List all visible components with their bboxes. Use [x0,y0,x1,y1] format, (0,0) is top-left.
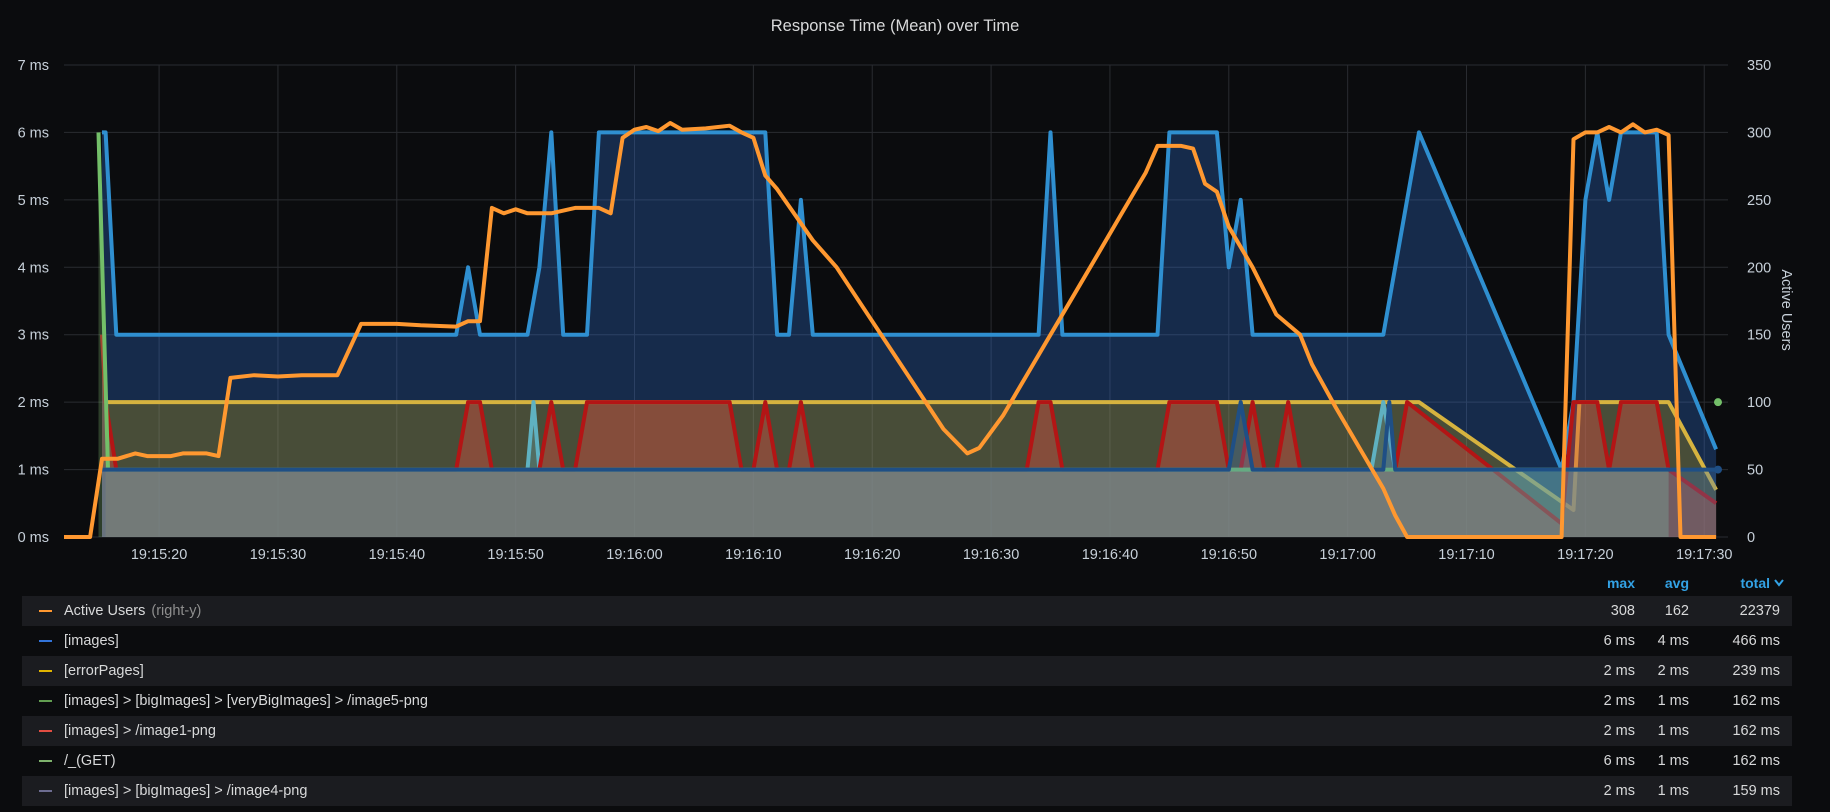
legend-axis-suffix: (right-y) [151,603,202,619]
legend-avg: 1 ms [1657,753,1689,769]
legend-max: 2 ms [1603,723,1635,739]
legend-avg: 2 ms [1657,663,1689,679]
legend-avg: 1 ms [1657,693,1689,709]
series-layer [64,121,1722,539]
y-right-tick-label: 0 [1747,530,1755,546]
legend-label: [images] [64,633,119,649]
legend-max: 308 [1610,603,1635,619]
series-images-bigimages-image4-png [102,400,1717,537]
series-line[interactable] [102,400,1717,472]
series-color-swatch [39,760,52,762]
x-tick-label: 19:16:30 [963,547,1019,560]
legend-label: Active Users [64,603,146,619]
y-left-tick-label: 5 ms [18,193,49,209]
legend-max: 2 ms [1603,663,1635,679]
series-color-swatch [39,790,52,792]
series-line[interactable] [100,334,1718,526]
y-right-tick-label: 300 [1747,125,1771,141]
axes: 0 ms 1 ms 2 ms 3 ms 4 ms 5 ms 6 ms 7 ms 0 50 100 15… [18,58,1772,560]
x-tick-label: 19:17:20 [1557,547,1613,560]
legend-avg: 1 ms [1657,783,1689,799]
total-column-header[interactable]: total [1740,575,1770,591]
legend-max: 2 ms [1603,783,1635,799]
legend-total: 22379 [1739,603,1780,619]
series-color-swatch [39,700,52,702]
y-left-tick-label: 0 ms [18,530,49,546]
legend-avg: 1 ms [1657,723,1689,739]
y-right-tick-label: 200 [1747,260,1771,276]
legend-total: 162 ms [1732,723,1780,739]
y-right-tick-label: 350 [1747,58,1771,74]
chevron-down-icon[interactable] [1774,579,1784,587]
legend-total: 159 ms [1732,783,1780,799]
x-tick-label: 19:17:00 [1319,547,1375,560]
legend-total: 162 ms [1732,753,1780,769]
series-images-image1-png [100,334,1718,537]
response-time-chart: Response Time (Mean) over Time 0 ms 1 ms 2… [18,17,1794,560]
legend-total: 466 ms [1732,633,1780,649]
legend-header: max avg total [22,566,1792,596]
x-tick-label: 19:15:40 [369,547,425,560]
legend-row[interactable]: [images] 6 ms 4 ms 466 ms [22,626,1792,656]
y-left-tick-label: 4 ms [18,260,49,276]
right-axis-label: Active Users [1778,269,1794,350]
legend-rows: Active Users (right-y) 308 162 22379 [ima… [22,596,1792,806]
legend-row[interactable]: /_(GET) 6 ms 1 ms 162 ms [22,746,1792,776]
y-right-tick-label: 100 [1747,395,1771,411]
y-left-tick-label: 6 ms [18,125,49,141]
series-end-point [1714,465,1722,474]
legend-avg: 4 ms [1657,633,1689,649]
y-left-tick-label: 1 ms [18,463,49,479]
x-tick-label: 19:16:50 [1201,547,1257,560]
y-right-tick-label: 50 [1747,463,1763,479]
legend-label: [images] > [bigImages] > /image4-png [64,783,308,799]
series-color-swatch [39,730,52,732]
avg-column-header[interactable]: avg [1664,575,1689,591]
series-area [102,334,1717,537]
legend-total: 162 ms [1732,693,1780,709]
series-area [102,402,1669,537]
y-left-tick-label: 3 ms [18,328,49,344]
y-left-tick-label: 7 ms [18,58,49,74]
x-tick-label: 19:15:50 [487,547,543,560]
series-end-point [1714,398,1722,407]
legend-row[interactable]: [errorPages] 2 ms 2 ms 239 ms [22,656,1792,686]
legend-row[interactable]: [images] > [bigImages] > /image4-png 2 m… [22,776,1792,806]
legend-label: [errorPages] [64,663,144,679]
series-color-swatch [39,640,52,642]
legend-row[interactable]: [images] > /image1-png 2 ms 1 ms 162 ms [22,716,1792,746]
y-right-tick-label: 150 [1747,328,1771,344]
x-tick-label: 19:16:20 [844,547,900,560]
series-color-swatch [39,670,52,672]
x-tick-label: 19:15:30 [250,547,306,560]
x-tick-label: 19:16:40 [1082,547,1138,560]
x-tick-label: 19:17:10 [1438,547,1494,560]
x-tick-label: 19:17:30 [1676,547,1732,560]
legend-max: 2 ms [1603,693,1635,709]
series-color-swatch [39,610,52,612]
legend-max: 6 ms [1603,753,1635,769]
y-left-tick-label: 2 ms [18,395,49,411]
x-tick-label: 19:16:00 [606,547,662,560]
x-tick-label: 19:16:10 [725,547,781,560]
chart-title: Response Time (Mean) over Time [771,17,1020,35]
legend-row[interactable]: Active Users (right-y) 308 162 22379 [22,596,1792,626]
legend-label: [images] > [bigImages] > [veryBigImages]… [64,693,428,709]
legend-label: /_(GET) [64,753,116,769]
legend-avg: 162 [1664,603,1689,619]
legend-max: 6 ms [1603,633,1635,649]
y-right-tick-label: 250 [1747,193,1771,209]
series-area [98,132,1669,537]
legend-label: [images] > /image1-png [64,723,216,739]
legend-total: 239 ms [1732,663,1780,679]
x-tick-label: 19:15:20 [131,547,187,560]
series-line[interactable] [64,121,1717,539]
series-area [102,402,1717,537]
legend-row[interactable]: [images] > [bigImages] > [veryBigImages]… [22,686,1792,716]
legend-table: max avg total Active Users (right-y) 308 … [22,566,1792,806]
series-active-users [64,121,1717,539]
max-column-header[interactable]: max [1606,575,1635,591]
